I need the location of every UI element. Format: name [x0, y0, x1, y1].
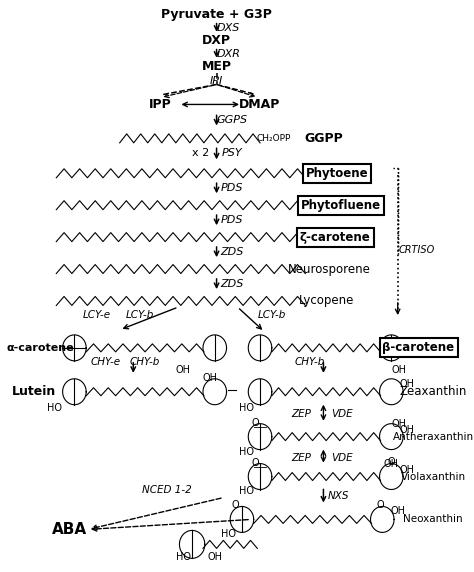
Text: Phytofluene: Phytofluene — [301, 198, 381, 212]
Text: x 2: x 2 — [191, 148, 209, 158]
Text: ZDS: ZDS — [220, 279, 244, 289]
Text: HO: HO — [239, 447, 254, 456]
Text: OH: OH — [391, 365, 406, 375]
Text: IPP: IPP — [149, 98, 172, 111]
Text: Pyruvate + G3P: Pyruvate + G3P — [161, 8, 272, 21]
Text: ZEP: ZEP — [291, 408, 311, 419]
Text: ABA: ABA — [52, 522, 87, 537]
Text: HO: HO — [175, 553, 191, 562]
Text: O: O — [252, 458, 259, 467]
Text: PSY: PSY — [222, 148, 242, 158]
Text: DMAP: DMAP — [239, 98, 281, 111]
Text: O: O — [232, 500, 239, 510]
Text: OH: OH — [391, 419, 406, 428]
Text: VDE: VDE — [331, 408, 352, 419]
Text: O: O — [252, 418, 259, 428]
Text: NCED 1-2: NCED 1-2 — [142, 484, 191, 495]
Text: OH: OH — [399, 464, 414, 475]
Text: β-carotene: β-carotene — [383, 341, 455, 354]
Text: Violaxanthin: Violaxanthin — [401, 471, 465, 482]
Text: CH₂OPP: CH₂OPP — [256, 134, 291, 143]
Text: HO: HO — [47, 403, 62, 413]
Text: DXP: DXP — [202, 34, 231, 47]
Text: CRTISO: CRTISO — [399, 245, 435, 255]
Text: Neoxanthin: Neoxanthin — [403, 514, 463, 525]
Text: VDE: VDE — [331, 452, 352, 463]
Text: OH: OH — [399, 379, 414, 389]
Text: MEP: MEP — [201, 60, 232, 73]
Text: HO: HO — [221, 530, 236, 539]
Text: OH: OH — [399, 424, 414, 435]
Text: CHY-b: CHY-b — [130, 357, 160, 367]
Text: Lutein: Lutein — [11, 386, 56, 398]
Text: Antheraxanthin: Antheraxanthin — [392, 432, 474, 442]
Text: O: O — [388, 456, 395, 467]
Text: ZDS: ZDS — [220, 247, 244, 257]
Text: OH: OH — [390, 506, 405, 517]
Text: LCY-e: LCY-e — [83, 310, 111, 320]
Text: HO: HO — [239, 487, 254, 496]
Text: O: O — [377, 500, 384, 510]
Text: Zeaxanthin: Zeaxanthin — [399, 386, 467, 398]
Text: OH: OH — [384, 459, 399, 468]
Text: OH: OH — [207, 553, 222, 562]
Text: LCY-b: LCY-b — [126, 310, 154, 320]
Text: Neurosporene: Neurosporene — [288, 263, 371, 276]
Text: Phytoene: Phytoene — [306, 167, 368, 180]
Text: Lycopene: Lycopene — [299, 295, 354, 308]
Text: DXS: DXS — [217, 23, 240, 33]
Text: GGPP: GGPP — [304, 132, 343, 145]
Text: DXR: DXR — [216, 49, 240, 58]
Text: OH: OH — [175, 365, 191, 375]
Text: OH: OH — [203, 373, 218, 383]
Text: GGPS: GGPS — [217, 116, 247, 125]
Text: α-carotene: α-carotene — [6, 343, 74, 353]
Text: NXS: NXS — [328, 491, 350, 502]
Text: HO: HO — [239, 403, 254, 413]
Text: LCY-b: LCY-b — [258, 310, 286, 320]
Text: ζ-carotene: ζ-carotene — [300, 231, 371, 244]
Text: CHY-b: CHY-b — [295, 357, 325, 367]
Text: IPI: IPI — [210, 76, 223, 85]
Text: CHY-e: CHY-e — [91, 357, 121, 367]
Text: PDS: PDS — [221, 215, 243, 225]
Text: PDS: PDS — [221, 183, 243, 193]
Text: ZEP: ZEP — [291, 452, 311, 463]
